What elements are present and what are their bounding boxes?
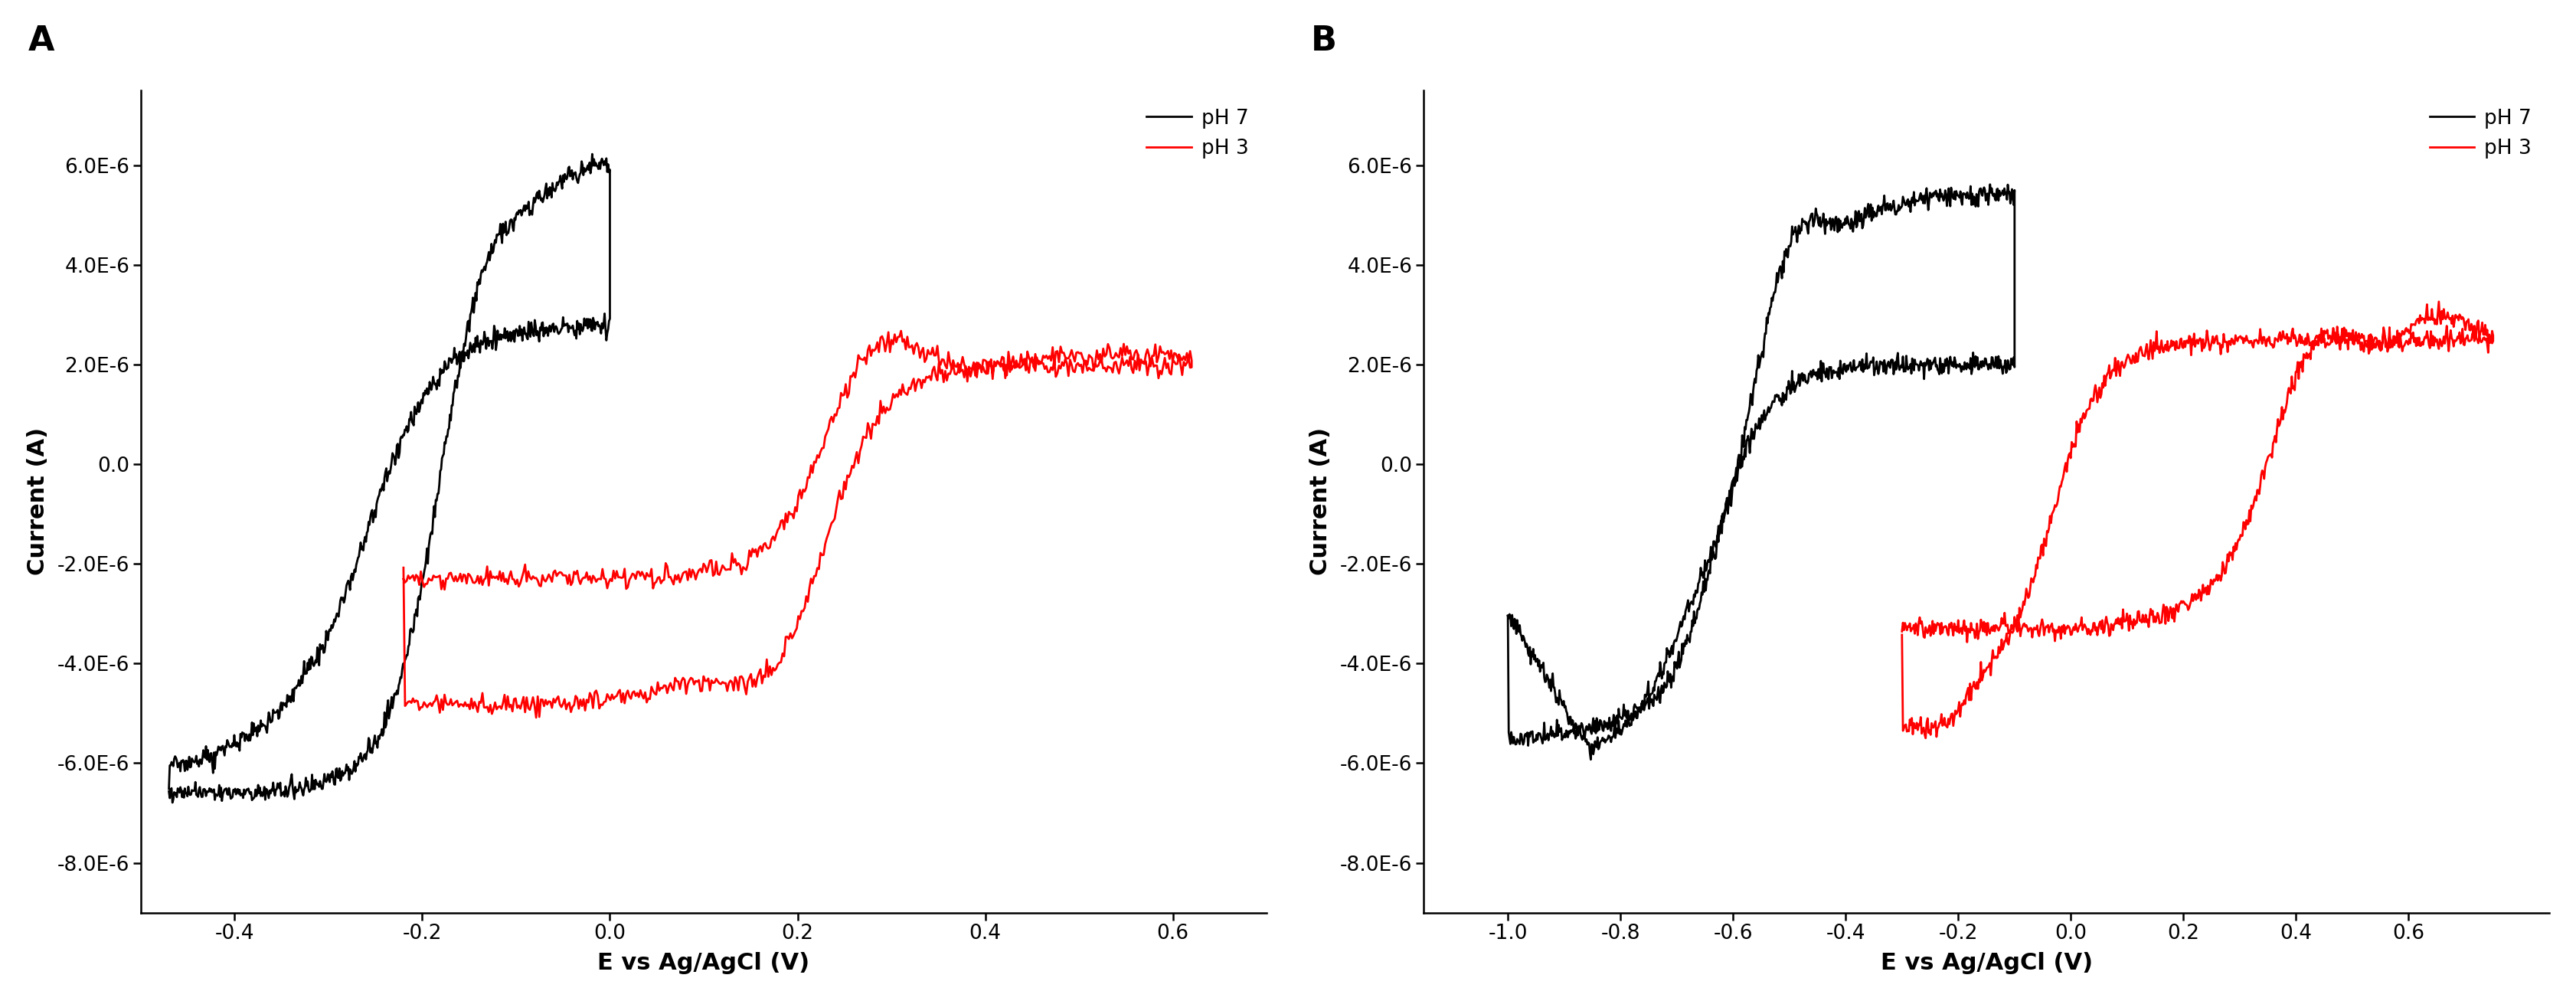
pH 7 xyxy=(577,148,608,160)
pH 7 xyxy=(1950,363,1981,375)
Y-axis label: Current (A): Current (A) xyxy=(26,427,49,576)
pH 3 xyxy=(1084,348,1115,360)
pH 7 xyxy=(1577,754,1607,766)
pH 7 xyxy=(1932,182,1963,194)
pH 7 xyxy=(155,783,185,795)
pH 3 xyxy=(549,570,580,582)
pH 3 xyxy=(389,573,420,585)
pH 3 xyxy=(2447,323,2478,335)
pH 7 xyxy=(1492,610,1522,622)
pH 7 xyxy=(1628,701,1659,713)
pH 3 xyxy=(2421,339,2452,351)
pH 7 xyxy=(544,176,574,188)
pH 7 xyxy=(1492,610,1522,622)
pH 3 xyxy=(1911,732,1942,744)
pH 7 xyxy=(157,797,188,809)
X-axis label: E vs Ag/AgCl (V): E vs Ag/AgCl (V) xyxy=(1880,952,2092,974)
Text: A: A xyxy=(28,25,54,57)
pH 3 xyxy=(520,712,551,724)
pH 3 xyxy=(1886,629,1917,641)
Legend: pH 7, pH 3: pH 7, pH 3 xyxy=(1139,100,1257,166)
pH 3 xyxy=(2087,623,2117,635)
pH 7 xyxy=(1976,178,2007,190)
X-axis label: E vs Ag/AgCl (V): E vs Ag/AgCl (V) xyxy=(598,952,809,974)
pH 3 xyxy=(2043,621,2074,633)
Legend: pH 7, pH 3: pH 7, pH 3 xyxy=(2421,100,2540,166)
Line: pH 3: pH 3 xyxy=(404,331,1193,718)
Line: pH 7: pH 7 xyxy=(1507,184,2014,760)
pH 3 xyxy=(706,678,737,690)
pH 3 xyxy=(1886,626,1917,638)
pH 7 xyxy=(1973,358,2004,370)
pH 3 xyxy=(389,562,420,574)
pH 7 xyxy=(1664,620,1695,632)
Line: pH 7: pH 7 xyxy=(170,154,611,803)
pH 3 xyxy=(881,388,912,400)
pH 3 xyxy=(2401,319,2432,331)
pH 3 xyxy=(1028,349,1059,361)
pH 3 xyxy=(2285,361,2316,373)
pH 7 xyxy=(245,782,276,794)
pH 3 xyxy=(734,672,765,684)
Line: pH 3: pH 3 xyxy=(1901,301,2494,738)
pH 7 xyxy=(155,786,185,798)
pH 3 xyxy=(886,325,917,337)
Y-axis label: Current (A): Current (A) xyxy=(1309,427,1332,576)
pH 7 xyxy=(330,587,361,599)
pH 7 xyxy=(428,366,459,378)
pH 7 xyxy=(345,544,376,556)
pH 3 xyxy=(2424,295,2455,307)
pH 7 xyxy=(513,202,544,214)
pH 7 xyxy=(1834,222,1865,234)
Text: B: B xyxy=(1311,25,1337,57)
